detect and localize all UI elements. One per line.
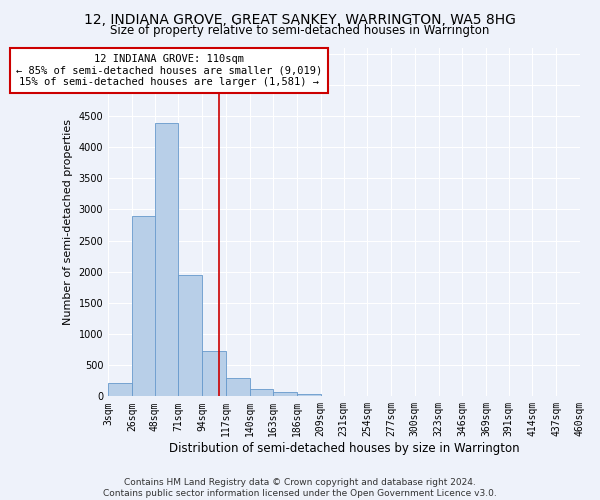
Bar bbox=[274, 392, 297, 396]
Bar bbox=[155, 124, 178, 396]
Bar bbox=[202, 351, 226, 397]
Bar bbox=[250, 390, 274, 396]
Y-axis label: Number of semi-detached properties: Number of semi-detached properties bbox=[63, 119, 73, 325]
Bar bbox=[226, 378, 250, 396]
Text: Contains HM Land Registry data © Crown copyright and database right 2024.
Contai: Contains HM Land Registry data © Crown c… bbox=[103, 478, 497, 498]
Bar bbox=[178, 275, 202, 396]
Bar bbox=[132, 216, 155, 396]
Bar bbox=[108, 383, 132, 396]
X-axis label: Distribution of semi-detached houses by size in Warrington: Distribution of semi-detached houses by … bbox=[169, 442, 520, 455]
Text: 12, INDIANA GROVE, GREAT SANKEY, WARRINGTON, WA5 8HG: 12, INDIANA GROVE, GREAT SANKEY, WARRING… bbox=[84, 12, 516, 26]
Bar bbox=[297, 394, 321, 396]
Text: 12 INDIANA GROVE: 110sqm
← 85% of semi-detached houses are smaller (9,019)
15% o: 12 INDIANA GROVE: 110sqm ← 85% of semi-d… bbox=[16, 54, 322, 87]
Text: Size of property relative to semi-detached houses in Warrington: Size of property relative to semi-detach… bbox=[110, 24, 490, 37]
